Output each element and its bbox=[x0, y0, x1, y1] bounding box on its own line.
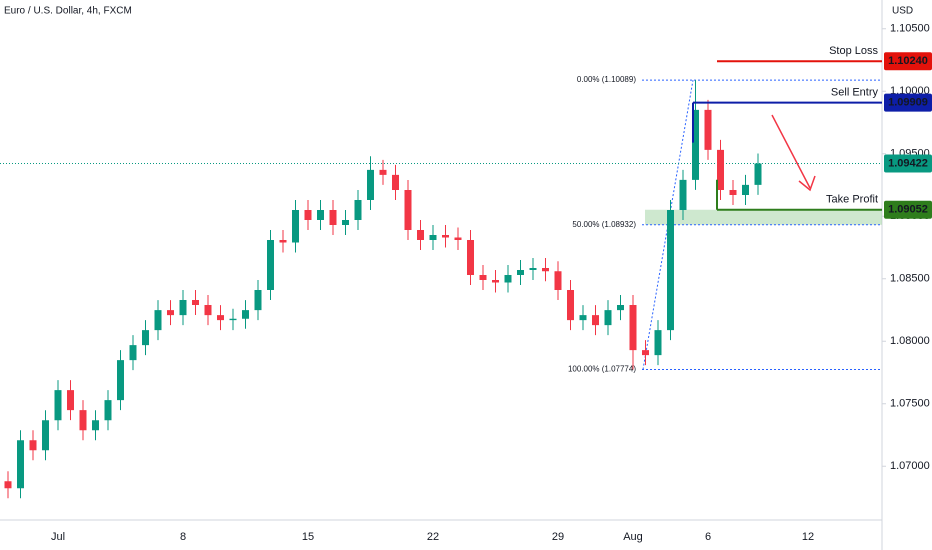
candle-body bbox=[667, 210, 674, 331]
fib-label: 0.00% (1.10089) bbox=[577, 75, 636, 84]
candle-body bbox=[642, 350, 649, 356]
candle-body bbox=[129, 345, 137, 361]
level-name: Stop Loss bbox=[829, 45, 878, 57]
candle-body bbox=[704, 109, 712, 150]
y-tick-label: 1.08500 bbox=[890, 273, 930, 285]
take-profit-zone bbox=[645, 209, 882, 225]
candle-body bbox=[179, 300, 187, 316]
candle-body bbox=[217, 315, 224, 321]
candle-body bbox=[154, 310, 162, 331]
candle-body bbox=[17, 440, 24, 489]
level-badge-label: 1.09052 bbox=[888, 204, 928, 216]
candle-body bbox=[492, 280, 499, 283]
candle-body bbox=[79, 410, 87, 431]
candle-body bbox=[517, 270, 524, 275]
x-tick-label: 15 bbox=[302, 531, 314, 543]
candle-body bbox=[529, 268, 537, 270]
candle-body bbox=[579, 315, 587, 321]
level-name: Sell Entry bbox=[831, 87, 879, 99]
candle-body bbox=[617, 305, 624, 311]
candle-body bbox=[142, 330, 149, 346]
candle-body bbox=[229, 318, 237, 321]
x-tick-label: 29 bbox=[552, 531, 564, 543]
candle-body bbox=[604, 310, 612, 326]
candle-body bbox=[754, 163, 762, 185]
y-tick-label: 1.10500 bbox=[890, 23, 930, 35]
candle-body bbox=[542, 268, 549, 272]
level-name: Take Profit bbox=[826, 194, 878, 206]
candle-body bbox=[567, 290, 574, 321]
candle-body bbox=[192, 300, 199, 305]
candle-body bbox=[692, 109, 699, 180]
candle-body bbox=[429, 235, 437, 240]
chart-title: Euro / U.S. Dollar, 4h, FXCM bbox=[4, 6, 132, 17]
candle-body bbox=[92, 420, 99, 431]
candle-body bbox=[292, 210, 299, 243]
candle-body bbox=[354, 200, 362, 220]
x-tick-label: 6 bbox=[705, 531, 711, 543]
candle-body bbox=[54, 390, 62, 421]
level-badge bbox=[884, 93, 932, 112]
candle-body bbox=[592, 315, 599, 326]
x-tick-label: 12 bbox=[802, 531, 814, 543]
candle-body bbox=[554, 271, 562, 290]
candle-body bbox=[167, 310, 174, 316]
candle-body bbox=[717, 149, 724, 190]
x-tick-label: 8 bbox=[180, 531, 186, 543]
y-tick-label: 1.08000 bbox=[890, 335, 930, 347]
fib-trend-line bbox=[642, 80, 694, 370]
y-tick-label: 1.07500 bbox=[890, 398, 930, 410]
candle-body bbox=[504, 275, 512, 283]
level-badge bbox=[884, 200, 932, 219]
x-tick-label: Aug bbox=[623, 531, 643, 543]
candle-body bbox=[442, 235, 449, 238]
candle-body bbox=[342, 220, 349, 225]
candle-body bbox=[479, 275, 487, 280]
level-badge-label: 1.09909 bbox=[888, 97, 928, 109]
candle-body bbox=[4, 481, 12, 489]
candle-body bbox=[67, 390, 74, 411]
candle-body bbox=[279, 240, 287, 243]
level-badge bbox=[884, 52, 932, 71]
candle-body bbox=[117, 360, 124, 401]
candle-body bbox=[742, 184, 749, 195]
candle-body bbox=[254, 290, 262, 311]
y-tick-label: 1.07000 bbox=[890, 460, 930, 472]
candle-body bbox=[417, 230, 424, 240]
currency-label: USD bbox=[892, 6, 913, 17]
candle-body bbox=[367, 169, 374, 200]
x-tick-label: 22 bbox=[427, 531, 439, 543]
candle-body bbox=[467, 240, 474, 275]
candle-body bbox=[679, 179, 687, 210]
x-tick-label: Jul bbox=[51, 531, 65, 543]
candle-body bbox=[267, 240, 274, 290]
arrow-shaft bbox=[771, 114, 811, 189]
candle-body bbox=[204, 305, 212, 316]
candle-body bbox=[329, 210, 337, 225]
last-price-label: 1.09422 bbox=[888, 157, 928, 169]
candle-body bbox=[242, 310, 249, 319]
candle-body bbox=[304, 210, 312, 220]
candle-body bbox=[629, 305, 637, 351]
candle-body bbox=[104, 400, 112, 421]
candle-body bbox=[729, 190, 737, 195]
candle-body bbox=[404, 190, 412, 230]
candle-body bbox=[29, 440, 37, 451]
candle-body bbox=[379, 169, 387, 175]
arrow-head bbox=[798, 175, 816, 192]
candle-body bbox=[317, 210, 324, 220]
candle-body bbox=[392, 174, 399, 190]
candle-body bbox=[42, 420, 49, 451]
last-price-badge bbox=[884, 154, 932, 173]
fib-label: 100.00% (1.07774) bbox=[568, 365, 636, 374]
level-badge-label: 1.10240 bbox=[888, 55, 928, 67]
fib-label: 50.00% (1.08932) bbox=[572, 220, 636, 229]
candle-body bbox=[454, 237, 462, 240]
candle-body bbox=[654, 330, 662, 356]
